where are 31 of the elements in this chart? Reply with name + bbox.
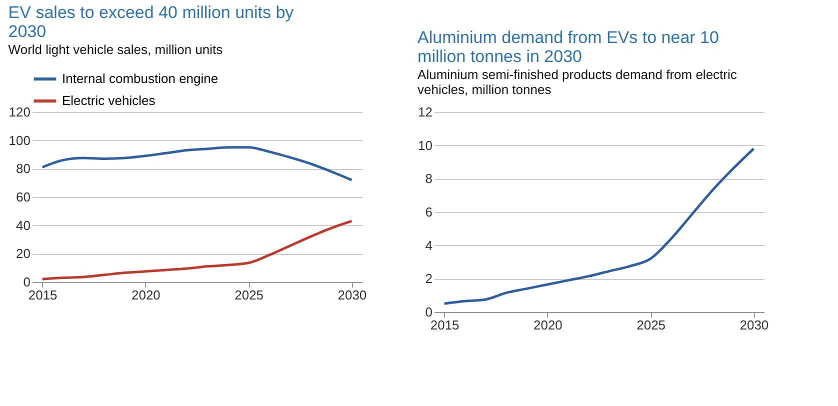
- x-tick-label: 2025: [234, 288, 264, 302]
- y-tick-label: 2: [425, 271, 432, 286]
- y-tick-label: 0: [23, 274, 30, 290]
- x-tick-label: 2015: [430, 318, 460, 332]
- x-tick-label: 2020: [533, 318, 562, 332]
- x-tick-label: 2030: [338, 288, 367, 302]
- line-series: [41, 146, 353, 182]
- y-tick-label: 20: [16, 246, 30, 262]
- y-tick-label: 12: [418, 104, 432, 120]
- x-tick-label: 2015: [28, 288, 58, 302]
- chart-title: EV sales to exceed 40 million units by 2030: [8, 3, 294, 41]
- x-tick-label: 2030: [740, 318, 769, 332]
- y-tick-label: 60: [16, 190, 30, 204]
- line-series: [41, 220, 353, 280]
- legend-label: Electric vehicles: [62, 93, 156, 108]
- line-series: [443, 147, 755, 305]
- y-tick-label: 10: [418, 138, 432, 153]
- y-tick-label: 8: [425, 171, 432, 186]
- chart-subtitle: World light vehicle sales, million units: [8, 42, 224, 57]
- y-tick-label: 80: [16, 161, 30, 176]
- y-tick-label: 0: [425, 304, 432, 320]
- y-tick-label: 6: [425, 204, 432, 220]
- x-tick-label: 2020: [131, 288, 160, 302]
- y-tick-label: 100: [8, 132, 30, 148]
- y-tick-label: 40: [16, 218, 30, 233]
- y-tick-label: 4: [425, 238, 432, 253]
- chart-subtitle: Aluminium semi-finished products demand from electric vehicles, million tonnes: [418, 67, 738, 97]
- legend-label: Internal combustion engine: [62, 71, 218, 86]
- chart-title: Aluminium demand from EVs to near 10 million tonnes in 2030: [418, 28, 719, 66]
- x-tick-label: 2025: [636, 318, 666, 332]
- y-tick-label: 120: [8, 104, 30, 120]
